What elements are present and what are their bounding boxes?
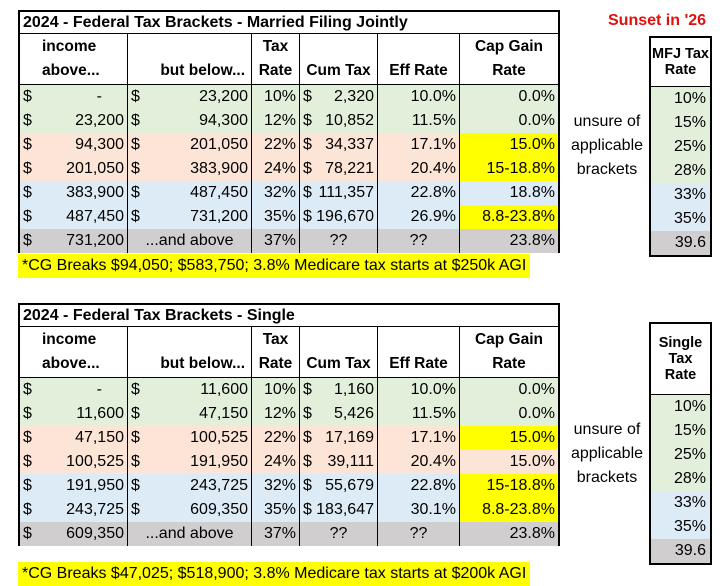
side-rate: 33% bbox=[651, 183, 710, 207]
side-rate: 35% bbox=[651, 207, 710, 231]
table-row: $ - $23,200 10% $2,320 10.0% 0.0% bbox=[20, 85, 558, 109]
note-text: unsure of applicable brackets bbox=[570, 421, 644, 486]
side-rate: 25% bbox=[651, 135, 710, 159]
table-row: $11,600 $47,150 12% $5,426 11.5% 0.0% bbox=[20, 402, 558, 426]
single-side-header: Single Tax Rate bbox=[651, 324, 710, 395]
single-table-title: 2024 - Federal Tax Brackets - Single bbox=[18, 303, 560, 327]
table-row: $243,725 $609,350 35% $183,647 30.1% 8.8… bbox=[20, 498, 558, 522]
header-tax-rate: Tax Rate bbox=[252, 327, 300, 377]
table-row: $487,450 $731,200 35% $196,670 26.9% 8.8… bbox=[20, 205, 558, 229]
note-text: unsure of applicable brackets bbox=[570, 113, 644, 178]
header-eff-rate: Eff Rate bbox=[378, 34, 460, 84]
sunset-label: Sunset in '26 bbox=[608, 12, 707, 29]
side-rate: 35% bbox=[651, 515, 710, 539]
side-rate: 28% bbox=[651, 467, 710, 491]
mfj-side-header: MFJ Tax Rate bbox=[651, 38, 710, 87]
header-eff-rate: Eff Rate bbox=[378, 327, 460, 377]
side-rate: 25% bbox=[651, 443, 710, 467]
table-row-top-bracket: $609,350 ...and above 37% ?? ?? 23.8% bbox=[20, 522, 558, 546]
header-tax-rate: Tax Rate bbox=[252, 34, 300, 84]
mfj-side-rate-column: MFJ Tax Rate 10% 15% 25% 28% 33% 35% 39.6 bbox=[649, 36, 712, 257]
mfj-header-row: income above... but below... Tax Rate Cum … bbox=[20, 34, 558, 85]
side-rate: 15% bbox=[651, 111, 710, 135]
table-row: $191,950 $243,725 32% $55,679 22.8% 15-1… bbox=[20, 474, 558, 498]
mfj-footnote: *CG Breaks $94,050; $583,750; 3.8% Medic… bbox=[18, 254, 531, 278]
side-rate: 28% bbox=[651, 159, 710, 183]
table-row: $ - $11,600 10% $1,160 10.0% 0.0% bbox=[20, 378, 558, 402]
single-footnote: *CG Breaks $47,025; $518,900; 3.8% Medic… bbox=[18, 562, 531, 586]
table-row-top-bracket: $731,200 ...and above 37% ?? ?? 23.8% bbox=[20, 229, 558, 253]
side-rate: 15% bbox=[651, 419, 710, 443]
header-cap-gain-rate: Cap Gain Rate bbox=[474, 331, 544, 372]
single-bracket-table: 2024 - Federal Tax Brackets - Single inc… bbox=[18, 303, 560, 546]
single-header-row: income above... but below... Tax Rate Cum … bbox=[20, 327, 558, 378]
table-row: $100,525 $191,950 24% $39,111 20.4% 15.0… bbox=[20, 450, 558, 474]
header-but-below: but below... bbox=[128, 34, 252, 84]
side-rate: 33% bbox=[651, 491, 710, 515]
side-rate: 10% bbox=[651, 87, 710, 111]
side-rate: 39.6 bbox=[651, 539, 710, 563]
header-cap-gain-rate: Cap Gain Rate bbox=[474, 38, 544, 79]
mfj-table-title: 2024 - Federal Tax Brackets - Married Fi… bbox=[18, 10, 560, 34]
header-income-above: income above... bbox=[20, 327, 128, 377]
header-cum-tax: Cum Tax bbox=[300, 34, 378, 84]
header-cum-tax: Cum Tax bbox=[300, 327, 378, 377]
table-row: $94,300 $201,050 22% $34,337 17.1% 15.0% bbox=[20, 133, 558, 157]
table-row: $383,900 $487,450 32% $111,357 22.8% 18.… bbox=[20, 181, 558, 205]
table-row: $201,050 $383,900 24% $78,221 20.4% 15-1… bbox=[20, 157, 558, 181]
single-side-rate-column: Single Tax Rate 10% 15% 25% 28% 33% 35% 39… bbox=[649, 322, 712, 565]
side-rate: 10% bbox=[651, 395, 710, 419]
header-but-below: but below... bbox=[128, 327, 252, 377]
side-rate: 39.6 bbox=[651, 231, 710, 255]
table-row: $23,200 $94,300 12% $10,852 11.5% 0.0% bbox=[20, 109, 558, 133]
header-income-above: income above... bbox=[20, 34, 128, 84]
mfj-bracket-table: 2024 - Federal Tax Brackets - Married Fi… bbox=[18, 10, 560, 253]
table-row: $47,150 $100,525 22% $17,169 17.1% 15.0% bbox=[20, 426, 558, 450]
